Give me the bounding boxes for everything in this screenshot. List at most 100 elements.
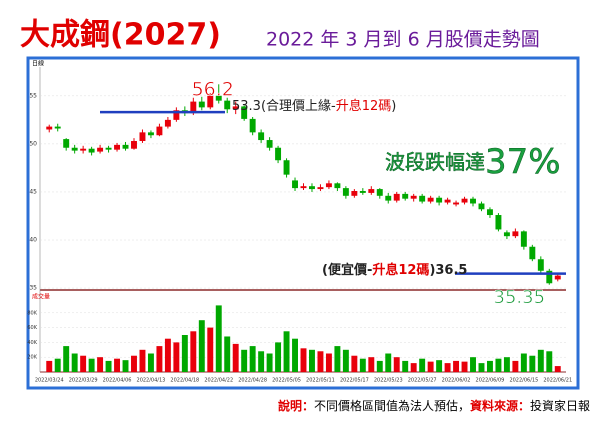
candle-body xyxy=(300,186,307,189)
title: 大成鋼(2027) xyxy=(20,18,221,53)
volume-bar xyxy=(139,349,146,372)
y-tick-label: 35 xyxy=(29,285,37,292)
volume-bar xyxy=(147,353,154,372)
candle-body xyxy=(427,197,434,202)
x-tick-label: 2022/04/28 xyxy=(238,378,267,384)
candle-body xyxy=(478,203,485,210)
panel-label: 日線 xyxy=(32,60,44,68)
y-tick-label: 50 xyxy=(29,140,37,147)
candle-body xyxy=(80,148,87,151)
volume-bar xyxy=(97,357,104,372)
candle-body xyxy=(63,139,70,148)
volume-bar xyxy=(215,305,222,372)
candle-body xyxy=(258,132,265,141)
volume-tick-label: 60K xyxy=(27,325,37,331)
volume-bar xyxy=(181,335,188,372)
volume-tick-label: 40K xyxy=(27,340,37,346)
volume-bar xyxy=(537,349,544,372)
x-tick-label: 2022/03/24 xyxy=(35,378,64,384)
x-tick-label: 2022/06/02 xyxy=(442,378,471,384)
candle-body xyxy=(342,188,349,196)
candle-body xyxy=(97,147,104,152)
candle-body xyxy=(325,183,332,188)
volume-bar xyxy=(325,353,332,372)
volume-bar xyxy=(402,360,409,372)
volume-bar xyxy=(546,351,553,372)
volume-bar xyxy=(393,357,400,372)
x-tick-label: 2022/05/05 xyxy=(272,378,301,384)
volume-bar xyxy=(495,358,502,372)
candle-body xyxy=(546,270,553,284)
volume-bar xyxy=(114,358,121,372)
candle-body xyxy=(131,141,137,149)
volume-bar xyxy=(368,357,375,372)
candle-body xyxy=(334,183,341,189)
candle-body xyxy=(461,198,468,203)
volume-bar xyxy=(334,346,341,372)
candle-body xyxy=(393,193,400,201)
candle-body xyxy=(122,144,129,149)
volume-bar xyxy=(173,342,180,372)
volume-bar xyxy=(453,360,460,372)
volume-bar xyxy=(232,343,239,372)
candle-body xyxy=(385,195,392,201)
x-tick-label: 2022/03/29 xyxy=(69,378,98,384)
volume-bar xyxy=(198,320,205,372)
volume-bar xyxy=(80,355,87,372)
candle-body xyxy=(173,110,180,120)
volume-bar xyxy=(342,349,349,372)
candle-body xyxy=(156,126,163,136)
volume-tick-label: 80K xyxy=(27,310,37,316)
volume-bar xyxy=(241,349,248,372)
volume-bar xyxy=(54,358,61,372)
volume-bar xyxy=(131,355,137,372)
x-tick-label: 2022/05/23 xyxy=(374,378,403,384)
volume-bar xyxy=(478,363,485,372)
candle-body xyxy=(164,119,171,127)
volume-bar xyxy=(292,338,298,372)
candle-body xyxy=(410,195,417,199)
volume-tick-label: 20K xyxy=(27,355,37,361)
volume-bar xyxy=(88,358,95,372)
volume-bar xyxy=(529,355,536,372)
volume-bar xyxy=(283,331,290,372)
volume-bar xyxy=(105,360,112,372)
x-tick-label: 2022/04/13 xyxy=(137,378,166,384)
volume-bar xyxy=(554,366,561,372)
volume-bar xyxy=(249,346,256,372)
candle-body xyxy=(402,193,409,199)
candle-body xyxy=(309,186,315,190)
candle-body xyxy=(486,209,493,216)
candle-body xyxy=(376,189,383,196)
candle-body xyxy=(351,190,358,196)
volume-bar xyxy=(503,357,510,372)
reference-label-part: 36.5 xyxy=(435,263,467,278)
volume-bar xyxy=(207,327,214,372)
candle-body xyxy=(503,232,510,237)
x-tick-label: 2022/06/15 xyxy=(509,378,538,384)
candle-body xyxy=(283,160,290,175)
candle-body xyxy=(105,147,112,150)
candle-body xyxy=(495,215,502,230)
volume-bar xyxy=(63,346,70,372)
candle-body xyxy=(46,126,53,130)
reference-label-part: 升息12碼 xyxy=(372,262,429,278)
reference-label: 53.3(合理價上緣-升息12碼) xyxy=(232,98,396,114)
candle-body xyxy=(453,202,460,205)
y-tick-label: 40 xyxy=(29,237,37,244)
volume-bar xyxy=(359,358,366,372)
volume-bar xyxy=(351,355,358,372)
candle-body xyxy=(249,118,256,133)
candle-body xyxy=(147,132,154,136)
volume-bar xyxy=(266,353,273,372)
candle-body xyxy=(436,197,443,203)
footer: 說明：不同價格區間值為法人預估，資料來源：投資家日報 xyxy=(278,398,590,413)
volume-bar xyxy=(224,336,231,372)
volume-bar xyxy=(275,342,282,372)
volume-bar xyxy=(470,357,476,372)
x-tick-label: 2022/04/06 xyxy=(103,378,132,384)
drop-percent: 37% xyxy=(485,142,561,182)
reference-label-part: (合理價上緣- xyxy=(261,99,336,114)
candle-body xyxy=(529,246,536,260)
candle-body xyxy=(470,198,476,204)
